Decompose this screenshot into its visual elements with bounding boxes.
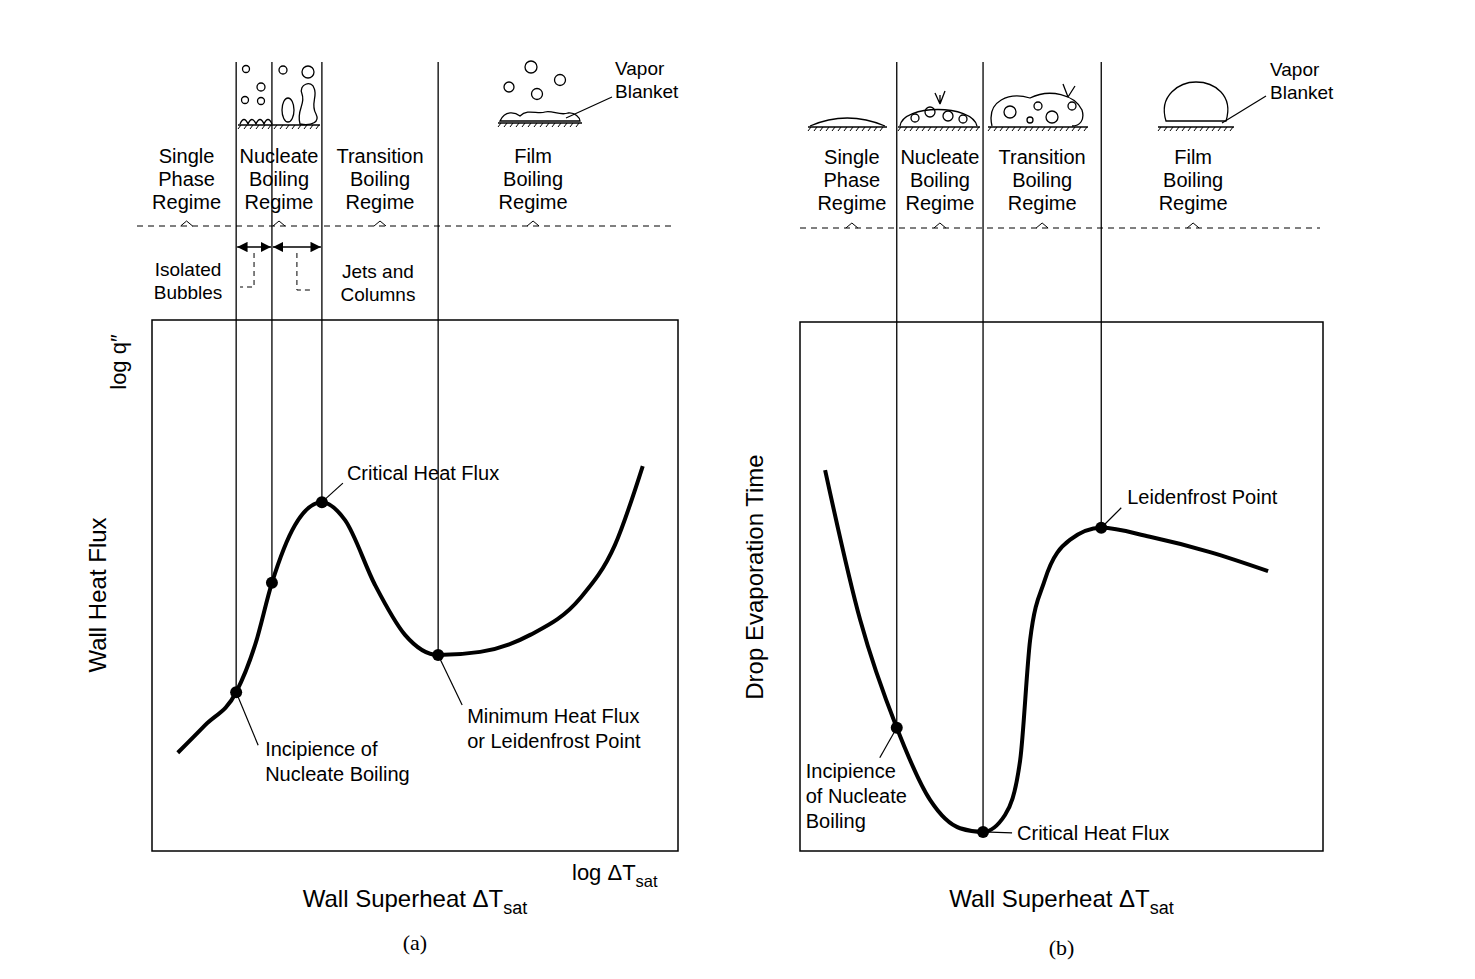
svg-text:Incipienceof NucleateBoiling: Incipienceof NucleateBoiling xyxy=(806,760,907,832)
svg-text:Critical Heat Flux: Critical Heat Flux xyxy=(347,462,499,484)
svg-text:Wall Superheat ΔTsat: Wall Superheat ΔTsat xyxy=(303,885,528,918)
svg-text:(a): (a) xyxy=(403,930,427,955)
svg-text:Drop Evaporation Time: Drop Evaporation Time xyxy=(741,454,768,699)
svg-text:NucleateBoilingRegime: NucleateBoilingRegime xyxy=(240,145,319,213)
svg-text:Minimum Heat Fluxor Leidenfros: Minimum Heat Fluxor Leidenfrost Point xyxy=(467,705,641,752)
svg-text:log ΔTsat: log ΔTsat xyxy=(572,860,658,890)
svg-text:log q″: log q″ xyxy=(106,334,131,390)
svg-text:FilmBoilingRegime: FilmBoilingRegime xyxy=(499,145,568,213)
svg-text:Critical Heat Flux: Critical Heat Flux xyxy=(1017,822,1169,844)
svg-text:Leidenfrost Point: Leidenfrost Point xyxy=(1127,486,1278,508)
svg-text:Wall Superheat ΔTsat: Wall Superheat ΔTsat xyxy=(949,885,1174,918)
svg-text:FilmBoilingRegime: FilmBoilingRegime xyxy=(1159,146,1228,214)
svg-text:TransitionBoilingRegime: TransitionBoilingRegime xyxy=(999,146,1086,214)
svg-text:TransitionBoilingRegime: TransitionBoilingRegime xyxy=(336,145,423,213)
svg-text:VaporBlanket: VaporBlanket xyxy=(1270,59,1334,103)
svg-text:IsolatedBubbles: IsolatedBubbles xyxy=(154,259,223,303)
svg-text:Wall Heat Flux: Wall Heat Flux xyxy=(84,517,111,672)
svg-text:SinglePhaseRegime: SinglePhaseRegime xyxy=(817,146,886,214)
svg-text:(b): (b) xyxy=(1049,935,1075,960)
svg-text:VaporBlanket: VaporBlanket xyxy=(615,58,679,102)
svg-text:SinglePhaseRegime: SinglePhaseRegime xyxy=(152,145,221,213)
svg-text:Incipience ofNucleate Boiling: Incipience ofNucleate Boiling xyxy=(265,738,410,785)
svg-text:NucleateBoilingRegime: NucleateBoilingRegime xyxy=(900,146,979,214)
svg-text:Jets andColumns: Jets andColumns xyxy=(340,261,415,305)
